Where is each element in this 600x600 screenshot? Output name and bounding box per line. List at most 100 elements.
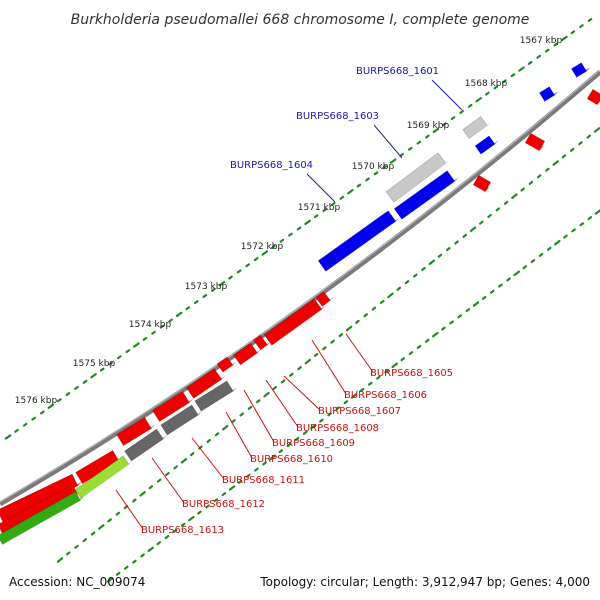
inner-tick-track-2 xyxy=(106,209,600,583)
tick-mark xyxy=(391,362,398,369)
tick-mark xyxy=(271,244,276,249)
tick-mark xyxy=(520,187,525,192)
tick-mark xyxy=(304,219,311,226)
tick-mark xyxy=(205,504,210,509)
tick-mark xyxy=(211,287,216,292)
tick-mark xyxy=(108,361,114,366)
tick-mark xyxy=(561,35,568,42)
tick-mark xyxy=(384,369,389,374)
tick-mark xyxy=(522,265,528,270)
tick-mark xyxy=(475,97,483,103)
tick-mark xyxy=(382,165,387,170)
gene-block-bevel xyxy=(260,340,272,350)
tick-mark xyxy=(425,134,430,139)
tick-mark xyxy=(123,565,129,570)
tick-mark xyxy=(373,171,379,176)
tick-mark xyxy=(106,577,114,583)
gene-block-bevel xyxy=(167,411,203,436)
tick-mark xyxy=(322,208,327,213)
leader-line xyxy=(431,79,463,111)
tick-mark xyxy=(189,452,195,457)
tick-mark xyxy=(39,410,45,415)
tick-mark xyxy=(396,286,401,291)
tick-mark xyxy=(510,73,516,78)
tick-mark xyxy=(74,385,79,390)
tick-mark xyxy=(442,122,447,127)
tick-mark xyxy=(256,399,261,404)
tick-mark xyxy=(387,292,394,299)
gene-block-bevel xyxy=(525,138,544,151)
tick-mark xyxy=(221,492,227,497)
tick-mark xyxy=(511,193,518,199)
tick-mark xyxy=(164,535,170,540)
tick-mark xyxy=(416,344,422,349)
tick-mark xyxy=(530,259,536,264)
tick-mark xyxy=(262,461,267,466)
tick-mark xyxy=(457,314,463,319)
gene-label-reverse: BURPS668_1610 xyxy=(250,454,333,465)
gene-burps668-1605 xyxy=(263,298,323,346)
tick-mark xyxy=(289,372,294,377)
gene-block xyxy=(539,86,555,102)
tick-mark xyxy=(399,152,405,157)
gene-label-reverse: BURPS668_1606 xyxy=(344,390,427,401)
tick-mark xyxy=(347,189,354,195)
tick-mark xyxy=(554,239,561,246)
tick-mark xyxy=(359,387,365,392)
tick-mark xyxy=(98,524,105,530)
tick-mark xyxy=(467,103,473,108)
kbp-ruler-labels: 1567 kbp 1568 kbp 1569 kbp 1570 kbp 1571 kbp… xyxy=(15,36,563,406)
tick-mark xyxy=(424,338,430,343)
gene-block-bevel xyxy=(587,94,600,105)
kbp-label: 1573 kbp xyxy=(185,282,228,292)
gene-block-bevel xyxy=(240,348,262,365)
tick-mark xyxy=(356,183,362,188)
tick-mark xyxy=(432,127,440,134)
tick-mark xyxy=(57,398,62,403)
tick-mark xyxy=(159,324,165,329)
gene-block-bevel xyxy=(401,177,459,220)
gene-burps668-1603-bevel xyxy=(393,159,450,203)
tick-mark xyxy=(355,319,360,324)
tick-mark xyxy=(527,60,533,65)
accession-text: Accession: NC_009074 xyxy=(9,575,145,589)
tick-mark xyxy=(322,346,327,351)
leader-line xyxy=(151,457,185,504)
gene-block-bevel xyxy=(480,140,499,155)
tick-mark xyxy=(503,200,509,205)
tick-mark xyxy=(82,379,88,384)
leader-line xyxy=(115,489,144,530)
tick-mark xyxy=(338,333,344,338)
gene-block xyxy=(571,62,587,78)
tick-mark xyxy=(481,295,487,300)
tick-mark xyxy=(569,147,575,152)
tick-mark xyxy=(180,457,188,464)
gene-block-bevel xyxy=(544,91,559,102)
tick-mark xyxy=(404,280,410,285)
gene-block-bevel xyxy=(201,387,238,412)
tick-mark xyxy=(115,511,121,516)
tick-mark xyxy=(173,465,178,470)
tick-mark xyxy=(408,351,414,356)
tick-mark xyxy=(330,201,336,206)
gene-block xyxy=(152,391,190,422)
tick-mark xyxy=(339,195,345,200)
tick-mark xyxy=(288,232,293,237)
tick-mark xyxy=(286,443,292,448)
tick-mark xyxy=(441,326,446,331)
tick-mark xyxy=(139,491,146,497)
label-leader-lines xyxy=(115,79,463,530)
tick-mark xyxy=(579,24,584,29)
tick-mark xyxy=(263,391,270,398)
tick-mark xyxy=(175,311,183,318)
tick-mark xyxy=(253,257,259,262)
tick-mark xyxy=(222,424,229,431)
gene-block-bevel xyxy=(123,424,156,446)
tick-mark xyxy=(407,146,413,151)
leader-line xyxy=(243,389,275,443)
tick-mark xyxy=(502,79,507,84)
tick-mark xyxy=(269,454,276,461)
gene-block-bevel xyxy=(159,398,194,422)
inner-tick-track xyxy=(56,127,600,563)
tick-mark xyxy=(90,373,97,379)
